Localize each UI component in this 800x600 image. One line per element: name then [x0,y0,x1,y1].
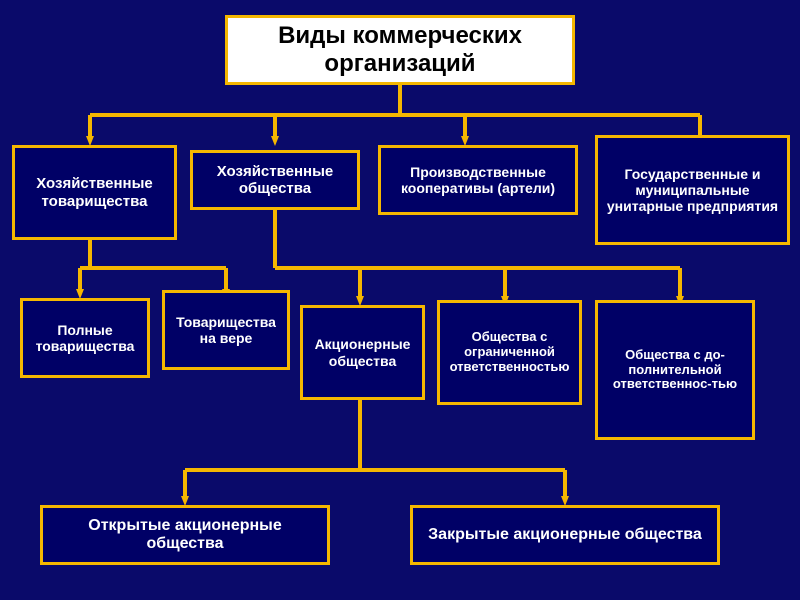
node-ooo: Общества с ограниченной ответственностью [437,300,582,405]
organizational-chart: Виды коммерческих организаций Хозяйственн… [0,0,800,600]
node-unitary: Государственные и муниципальные унитарны… [595,135,790,245]
node-odo: Общества с до- полнительной ответственно… [595,300,755,440]
node-full: Полные товарищества [20,298,150,378]
node-oao: Открытые акционерные общества [40,505,330,565]
node-ao: Акционерные общества [300,305,425,400]
node-zao: Закрытые акционерные общества [410,505,720,565]
node-title: Виды коммерческих организаций [225,15,575,85]
node-companies: Хозяйственные общества [190,150,360,210]
node-faith: Товарищества на вере [162,290,290,370]
node-cooperatives: Производственные кооперативы (артели) [378,145,578,215]
node-partnerships: Хозяйственные товарищества [12,145,177,240]
